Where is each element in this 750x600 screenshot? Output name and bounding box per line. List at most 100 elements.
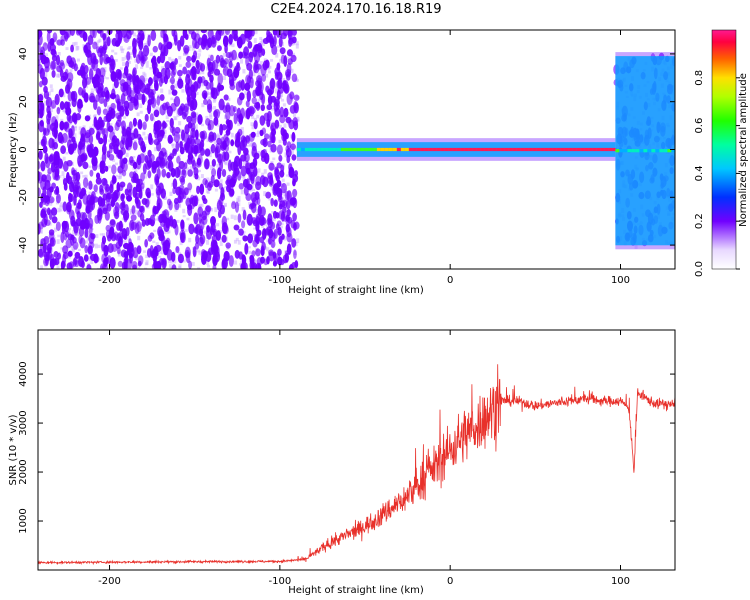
spectrogram-cell [65, 47, 69, 51]
spectrogram-cell [260, 39, 264, 44]
spectrogram-cell [88, 223, 93, 236]
spectrogram-cell [187, 121, 193, 129]
spectrogram-cell [72, 230, 76, 235]
spectrogram-cell [182, 191, 187, 200]
spectrogram-cell [169, 266, 173, 269]
spectrogram-cell [184, 229, 188, 232]
spectrogram-cell [392, 147, 397, 152]
spectrogram-cell [282, 163, 286, 168]
spectrogram-cell [121, 217, 125, 221]
spectrogram-cell [147, 170, 152, 179]
spectrogram-cell [118, 220, 123, 232]
spectrogram-cell [293, 100, 298, 112]
spectrogram-cell [39, 229, 43, 234]
spectrogram-cell [114, 202, 120, 214]
spectrogram-cell [225, 109, 231, 121]
spectrogram-cell [280, 32, 287, 40]
spectrogram-cell [169, 153, 175, 160]
spectrogram-cell [244, 243, 249, 255]
spectrogram-cell [161, 252, 165, 255]
snr-x-ticks: -200 -100 0 100 [98, 330, 630, 587]
spectrogram-y-ticks: -40 -20 0 20 40 [18, 48, 675, 253]
spectrogram-cell [59, 30, 66, 36]
colorbar-label: Normalized spectral amplitude [738, 73, 749, 227]
spectrogram-cell [209, 236, 213, 240]
spectrogram-cell [169, 76, 175, 85]
spectrogram-cell [42, 42, 48, 51]
spectrogram-cell [274, 168, 280, 180]
spectrogram-cell [281, 178, 285, 182]
spectrogram-cell [102, 75, 106, 79]
spectrogram-cell [456, 147, 461, 152]
spectrogram-cell [212, 263, 217, 269]
spectrogram-cell [46, 118, 51, 125]
spectrogram-cell [132, 46, 137, 59]
spectrogram-cell [172, 186, 176, 195]
spectrogram-cell [51, 69, 56, 78]
spectrogram-cell [266, 104, 273, 111]
spectrogram-cell [101, 151, 107, 163]
spectrogram-cell [117, 232, 124, 243]
spectrogram-cell [619, 149, 624, 153]
spectrogram-cell [214, 188, 218, 192]
spectrogram-cell [183, 44, 190, 54]
spectrogram-cell [153, 147, 157, 152]
spectrogram-cell [206, 138, 210, 143]
spectrogram-cell [468, 147, 473, 152]
spectrogram-cell [88, 165, 92, 168]
spectrogram-cell [145, 254, 149, 258]
spectrogram-cell [48, 196, 55, 204]
spectrogram-cell [126, 59, 130, 63]
spectrogram-cell [62, 245, 69, 254]
spectrogram-cell [169, 117, 174, 128]
spectrogram-cell [178, 121, 182, 126]
spectrogram-cell [109, 257, 116, 269]
spectrogram-cell [127, 101, 134, 112]
spectrogram-cell [125, 60, 130, 69]
spectrogram-cell [292, 197, 298, 209]
spectrogram-cell [240, 189, 244, 195]
spectrogram-cell [116, 197, 120, 201]
spectrogram-cell [176, 113, 180, 118]
spectrogram-cell [388, 147, 393, 152]
spectrogram-cell [292, 188, 298, 198]
spectrogram-cell [236, 96, 243, 106]
spectrogram-cell [196, 249, 200, 253]
spectrogram-cell [62, 107, 66, 113]
spectrogram-cell [276, 144, 283, 155]
spectrogram-cell [216, 45, 222, 52]
spectrogram-cell [194, 173, 199, 180]
spectrogram-cell [153, 229, 157, 233]
spectrogram-cell [278, 154, 283, 162]
spectrogram-cell [251, 115, 255, 120]
spectrogram-cell [252, 233, 256, 237]
spectrogram-cell [283, 123, 287, 128]
snr-x-label: Height of straight line (km) [288, 585, 424, 596]
spectrogram-cell [286, 182, 290, 186]
spectrogram-cell [92, 30, 97, 39]
spectrogram-cell [259, 129, 264, 137]
spectrogram-cell [250, 262, 255, 269]
spectrogram-cell [123, 240, 127, 243]
spectrogram-cell [49, 43, 57, 52]
spectrogram-cell [272, 217, 276, 222]
spectrogram-cell [221, 257, 228, 269]
spectrogram-cell [98, 38, 102, 43]
spectrogram-cell [380, 147, 385, 152]
spectrogram-cell [181, 129, 185, 141]
spectrogram-cell [252, 46, 258, 58]
spectrogram-cell [153, 109, 160, 118]
spectrogram-cell [96, 106, 102, 116]
spectrogram-cell [56, 39, 63, 46]
spectrogram-cell [254, 236, 260, 243]
spectrogram-cell [428, 147, 433, 152]
spectrogram-cell [184, 249, 190, 258]
spectrogram-cell [155, 176, 160, 184]
spectrogram-cell [131, 69, 136, 80]
spectrogram-cell [285, 73, 291, 81]
spectrogram-cell [216, 123, 220, 127]
spectrogram-cell [294, 170, 299, 177]
spectrogram-cell [496, 147, 501, 152]
chart-title: C2E4.2024.170.16.18.R19 [270, 2, 441, 17]
spectrogram-cell [115, 174, 119, 177]
